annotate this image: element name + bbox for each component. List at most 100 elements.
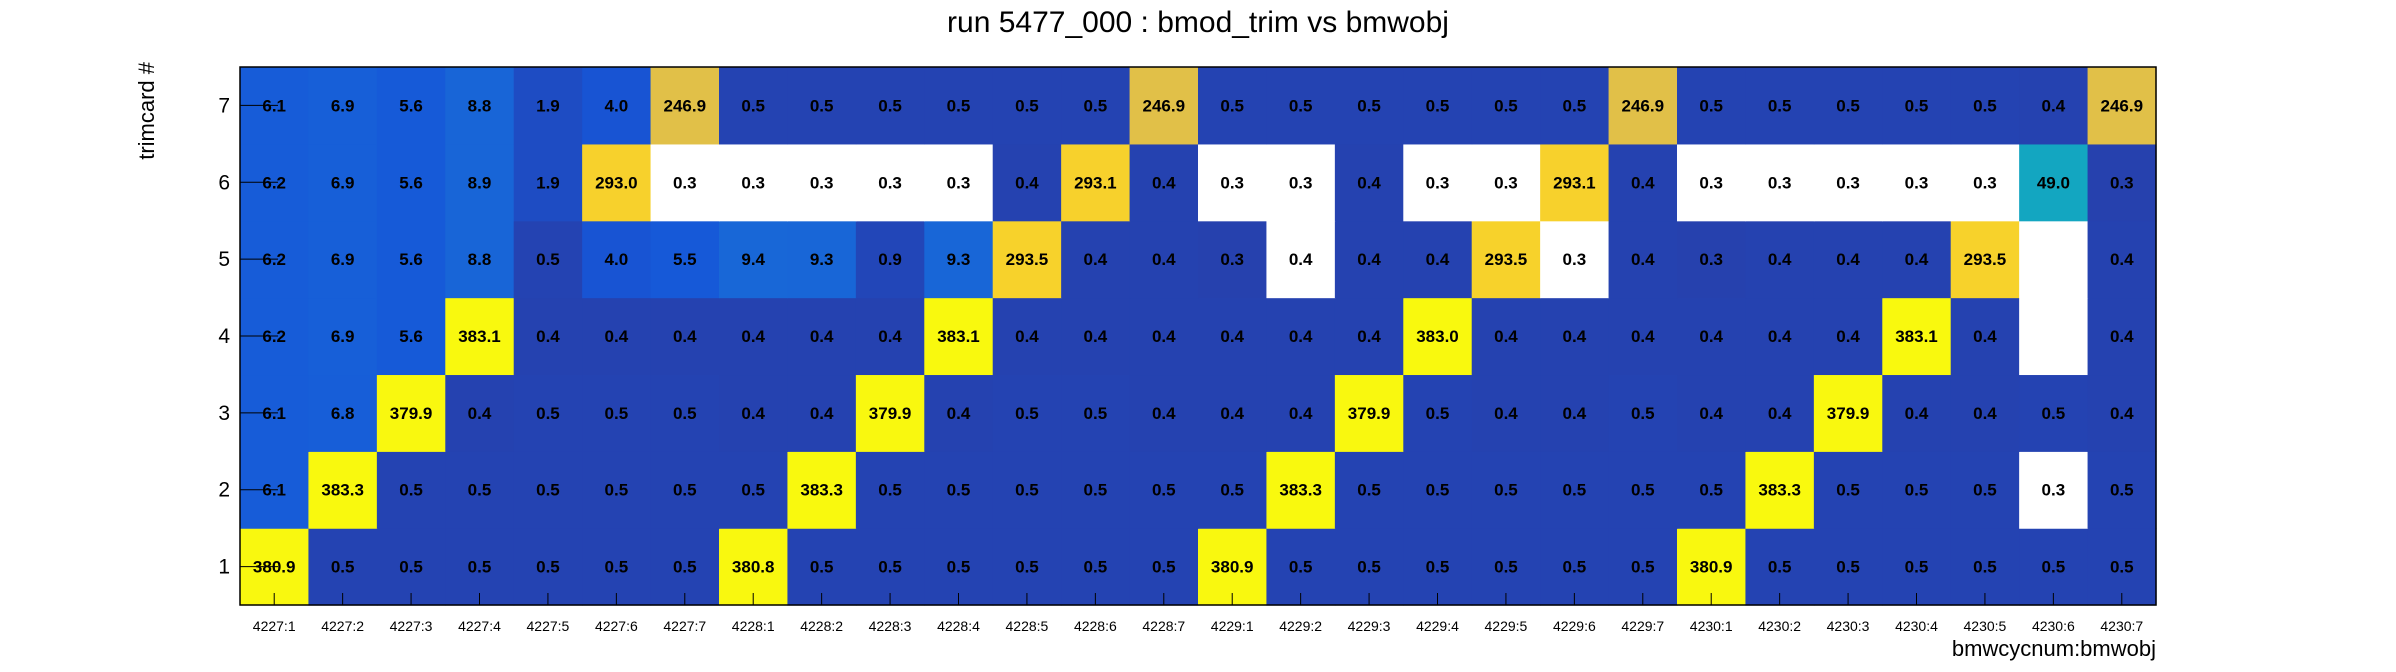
cell-value-label: 6.8 <box>331 404 355 423</box>
cell-value-label: 0.4 <box>673 327 697 346</box>
heatmap-cell <box>513 528 583 606</box>
heatmap-cell <box>1471 451 1541 529</box>
heatmap-cell <box>1745 67 1815 145</box>
heatmap-cell <box>1540 451 1610 529</box>
heatmap-cell <box>1129 451 1199 529</box>
heatmap-cell <box>2087 220 2157 299</box>
y-tick-label: 2 <box>218 479 230 502</box>
cell-value-label: 0.5 <box>1357 558 1381 577</box>
heatmap-cells <box>240 67 2157 606</box>
cell-value-label: 379.9 <box>1348 404 1391 423</box>
cell-value-label: 0.5 <box>536 404 560 423</box>
heatmap-cell <box>1334 528 1404 606</box>
heatmap-cell <box>513 67 583 145</box>
cell-value-label: 0.5 <box>673 481 697 500</box>
heatmap-cell <box>1677 374 1747 452</box>
cell-value-label: 0.5 <box>1563 481 1587 500</box>
heatmap-cell <box>787 451 857 529</box>
cell-value-label: 0.3 <box>2110 173 2134 192</box>
cell-value-label: 0.5 <box>1357 96 1381 115</box>
y-tick-label: 4 <box>218 325 230 348</box>
heatmap-cell <box>1608 528 1678 606</box>
cell-value-label: 0.5 <box>1289 96 1313 115</box>
x-tick-label: 4228:1 <box>732 618 775 634</box>
cell-value-label: 8.8 <box>468 250 492 269</box>
cell-value-label: 0.3 <box>1699 173 1723 192</box>
cell-value-label: 6.9 <box>331 96 355 115</box>
cell-value-label: 0.5 <box>1631 481 1655 500</box>
heatmap-cell <box>1540 220 1610 299</box>
heatmap-cell <box>992 451 1062 529</box>
cell-value-label: 0.5 <box>1494 96 1518 115</box>
heatmap-cell <box>1403 143 1473 222</box>
cell-value-label: 380.8 <box>732 558 775 577</box>
cell-value-label: 0.4 <box>1357 327 1381 346</box>
x-tick-label: 4228:4 <box>937 618 980 634</box>
heatmap-cell <box>1198 143 1268 222</box>
cell-value-label: 293.5 <box>1485 250 1528 269</box>
heatmap-cell <box>1129 143 1199 222</box>
cell-value-label: 0.5 <box>878 96 902 115</box>
cell-value-label: 0.5 <box>878 481 902 500</box>
heatmap-cell <box>787 143 857 222</box>
heatmap-cell <box>650 528 720 606</box>
cell-value-label: 0.4 <box>1905 250 1929 269</box>
cell-value-label: 0.4 <box>1152 404 1176 423</box>
cell-value-label: 9.3 <box>947 250 971 269</box>
heatmap-cell <box>1950 220 2020 299</box>
cell-value-label: 0.4 <box>947 404 971 423</box>
x-tick-label: 4227:7 <box>663 618 706 634</box>
cell-value-label: 0.5 <box>1768 96 1792 115</box>
heatmap-cell <box>445 143 515 222</box>
cell-value-label: 0.4 <box>1768 250 1792 269</box>
heatmap-cell <box>445 67 515 145</box>
heatmap-cell <box>513 374 583 452</box>
heatmap-cell <box>1403 528 1473 606</box>
heatmap-cell <box>787 67 857 145</box>
cell-value-label: 0.5 <box>1905 558 1929 577</box>
y-ticks: 1 2 3 4 5 6 7 <box>218 94 278 579</box>
heatmap-cell <box>1677 220 1747 299</box>
x-tick-label: 4227:6 <box>595 618 638 634</box>
heatmap-cell <box>1608 374 1678 452</box>
cell-value-label: 0.3 <box>810 173 834 192</box>
cell-value-label: 0.5 <box>1220 96 1244 115</box>
cell-value-label: 0.5 <box>1220 481 1244 500</box>
cell-value-label: 0.4 <box>605 327 629 346</box>
heatmap-cell <box>1061 374 1131 452</box>
heatmap-cell <box>1882 374 1952 452</box>
cell-value-label: 0.5 <box>2042 404 2066 423</box>
cell-value-label: 0.4 <box>1494 327 1518 346</box>
heatmap-cell <box>1540 374 1610 452</box>
heatmap-cell <box>992 374 1062 452</box>
heatmap-cell <box>445 220 515 299</box>
cell-value-label: 0.5 <box>605 481 629 500</box>
heatmap-cell <box>2019 374 2089 452</box>
cell-value-label: 9.3 <box>810 250 834 269</box>
heatmap-cell <box>1266 528 1336 606</box>
cell-value-label: 383.1 <box>458 327 501 346</box>
cell-value-label: 0.4 <box>878 327 902 346</box>
heatmap-cell <box>924 451 994 529</box>
heatmap-cell <box>308 528 378 606</box>
heatmap-cell <box>1882 451 1952 529</box>
cell-value-label: 0.4 <box>1836 250 1860 269</box>
x-tick-label: 4227:3 <box>390 618 433 634</box>
cell-value-label: 0.4 <box>810 327 834 346</box>
heatmap-cell <box>1540 528 1610 606</box>
cell-value-label: 8.8 <box>468 96 492 115</box>
y-tick-label: 1 <box>218 556 230 579</box>
heatmap-cell <box>582 220 652 299</box>
heatmap-cell <box>650 374 720 452</box>
heatmap-cell <box>1745 297 1815 376</box>
cell-value-label: 8.9 <box>468 173 492 192</box>
heatmap-cell <box>787 374 857 452</box>
cell-value-label: 0.4 <box>2110 404 2134 423</box>
heatmap-cell <box>1403 374 1473 452</box>
cell-value-label: 0.4 <box>1289 250 1313 269</box>
cell-value-label: 0.4 <box>1084 250 1108 269</box>
heatmap-cell <box>2019 67 2089 145</box>
heatmap-cell <box>855 220 925 299</box>
cell-value-label: 0.4 <box>1220 327 1244 346</box>
heatmap-cell <box>1745 220 1815 299</box>
